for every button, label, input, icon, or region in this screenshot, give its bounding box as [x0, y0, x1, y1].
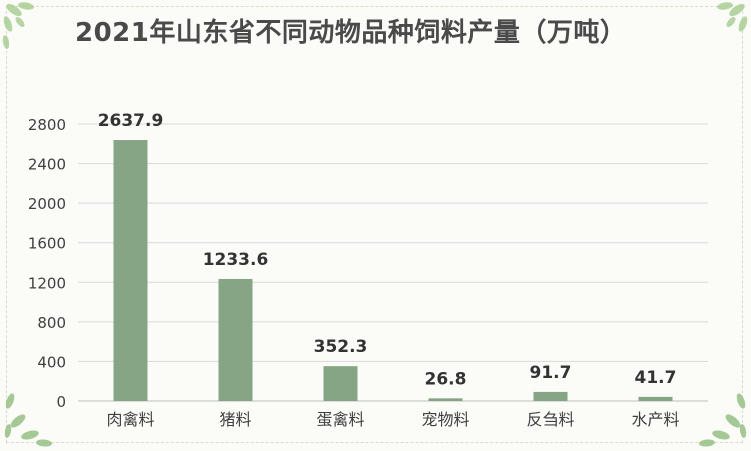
y-tick-label: 400: [37, 353, 66, 371]
x-tick-label: 水产料: [631, 410, 679, 429]
data-label: 1233.6: [203, 250, 269, 270]
y-tick-label: 1200: [28, 274, 66, 292]
x-tick-label: 蛋禽料: [316, 410, 364, 429]
x-tick-label: 肉禽料: [106, 410, 154, 429]
x-tick-label: 反刍料: [526, 410, 574, 429]
data-label: 26.8: [425, 369, 467, 389]
bar: [429, 398, 463, 401]
y-tick-label: 800: [37, 314, 66, 332]
y-tick-label: 0: [56, 393, 66, 411]
y-tick-label: 2400: [28, 156, 66, 174]
bar: [114, 140, 148, 401]
bar: [534, 392, 568, 401]
x-tick-label: 宠物料: [421, 410, 469, 429]
y-tick-label: 2800: [28, 116, 66, 134]
data-label: 91.7: [530, 363, 572, 383]
bar: [324, 366, 358, 401]
data-label: 2637.9: [98, 111, 164, 131]
bar: [219, 279, 253, 401]
data-label: 41.7: [635, 368, 677, 388]
data-label: 352.3: [314, 337, 368, 357]
x-tick-label: 猪料: [219, 410, 251, 429]
y-tick-label: 1600: [28, 235, 66, 253]
bar: [639, 397, 673, 401]
y-tick-label: 2000: [28, 195, 66, 213]
